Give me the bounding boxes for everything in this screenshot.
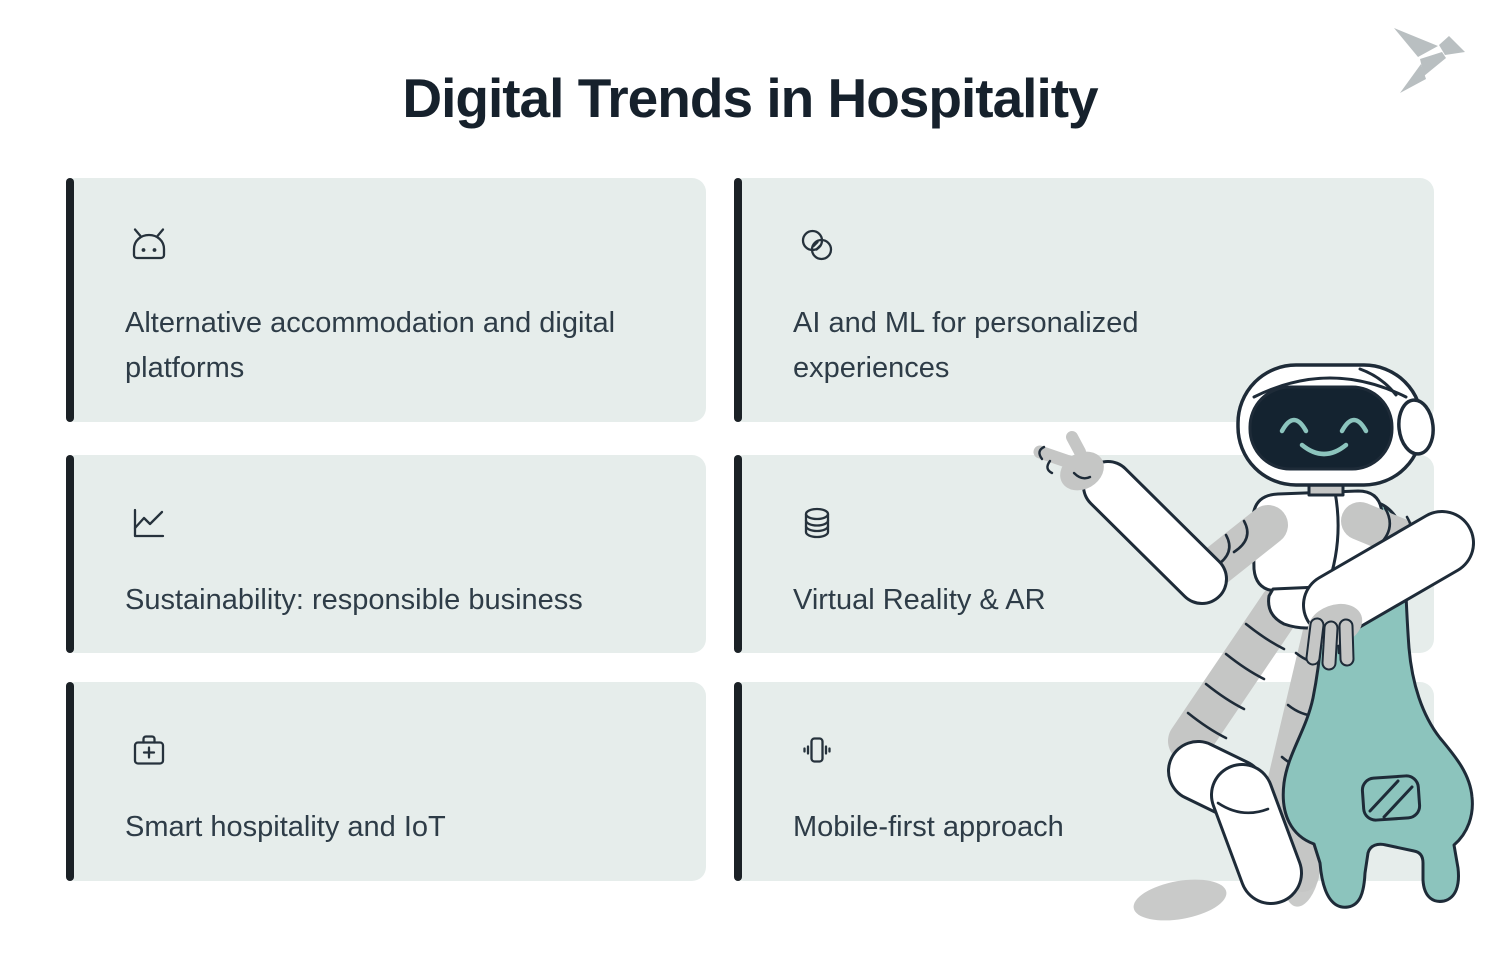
card-label: Virtual Reality & AR <box>793 584 1046 616</box>
card-alternative-accommodation: Alternative accommodation and digital pl… <box>66 178 706 422</box>
card-vr-ar: Virtual Reality & AR <box>734 455 1434 653</box>
overlapping-circles-icon <box>801 229 833 261</box>
card-accent-bar <box>66 455 74 653</box>
shadow-blob <box>1133 879 1227 921</box>
card-accent-bar <box>66 682 74 881</box>
card-accent-bar <box>734 682 742 881</box>
card-accent-bar <box>734 455 742 653</box>
card-smart-hospitality: Smart hospitality and IoT <box>66 682 706 881</box>
robot-head-icon <box>132 228 166 260</box>
card-sustainability: Sustainability: responsible business <box>66 455 706 653</box>
card-mobile-first: Mobile-first approach <box>734 682 1434 881</box>
origami-bird-icon <box>1394 28 1465 93</box>
card-accent-bar <box>66 178 74 422</box>
page-title: Digital Trends in Hospitality <box>402 67 1098 129</box>
card-label: Mobile-first approach <box>793 811 1064 843</box>
line-chart-icon <box>133 508 165 538</box>
card-label: AI and ML for personalized experiences <box>793 307 1139 384</box>
card-label: Smart hospitality and IoT <box>125 811 446 843</box>
robot-smile <box>1299 442 1349 457</box>
card-label: Sustainability: responsible business <box>125 584 583 616</box>
card-label: Alternative accommodation and digital pl… <box>125 307 616 384</box>
card-ai-ml: AI and ML for personalized experiences <box>734 178 1434 422</box>
medkit-icon <box>133 735 165 765</box>
mobile-vibrate-icon <box>803 737 831 763</box>
database-icon <box>804 507 830 539</box>
card-accent-bar <box>734 178 742 422</box>
